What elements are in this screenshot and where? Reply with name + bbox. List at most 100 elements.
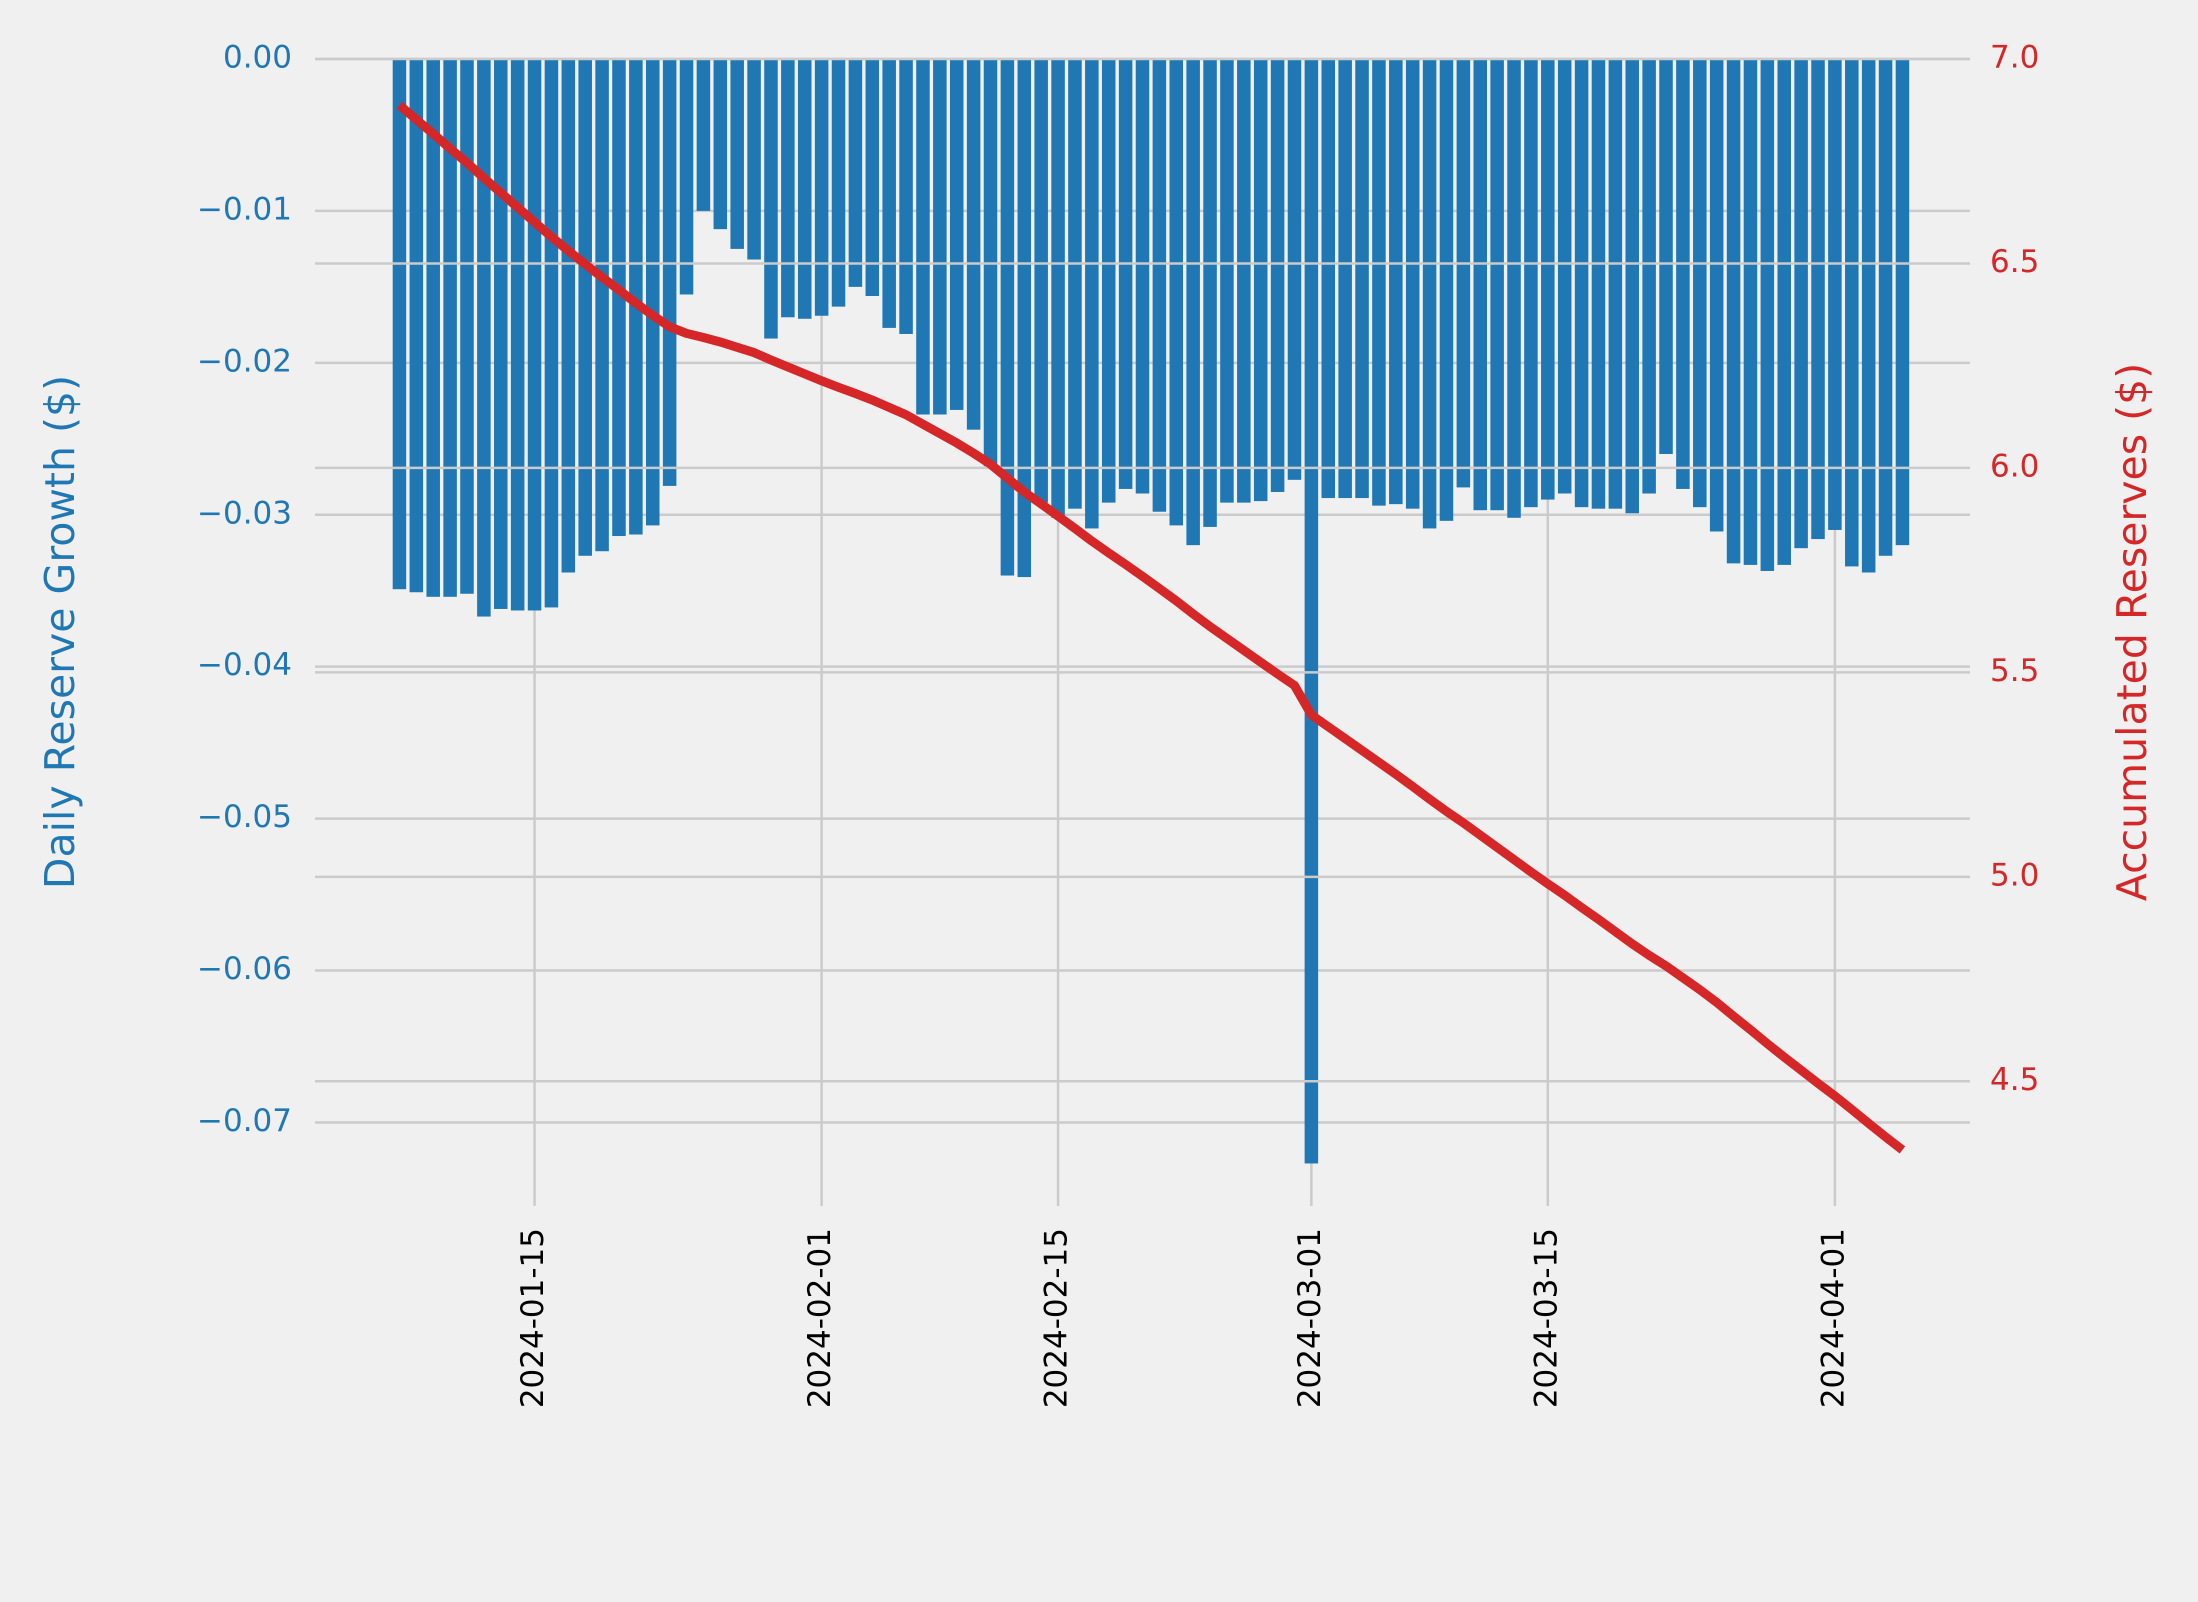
y2-axis-label: Accumulated Reserves ($) xyxy=(2108,363,2156,901)
bar xyxy=(578,59,592,556)
bar xyxy=(1287,59,1302,480)
bar xyxy=(1389,59,1403,505)
bar xyxy=(1895,59,1910,546)
bar xyxy=(1591,59,1606,509)
bar xyxy=(1338,59,1352,499)
bar xyxy=(1608,59,1623,509)
bar xyxy=(1473,59,1488,511)
bar xyxy=(1659,59,1673,454)
bar xyxy=(662,59,677,486)
bar xyxy=(1253,59,1268,502)
x-tick-label: 2024-03-15 xyxy=(1528,1228,1564,1408)
bar xyxy=(1760,59,1775,571)
bar xyxy=(1625,59,1639,514)
y2-tick-label: 5.5 xyxy=(1990,653,2039,689)
bar xyxy=(916,59,930,415)
bar xyxy=(1304,59,1319,1164)
bar xyxy=(1422,59,1437,529)
bar xyxy=(1490,59,1504,511)
bar xyxy=(392,59,407,590)
bar xyxy=(544,59,559,608)
bar xyxy=(409,59,424,593)
y2-tick-label: 7.0 xyxy=(1990,40,2039,76)
bar xyxy=(1405,59,1420,509)
bar xyxy=(1507,59,1521,518)
bar xyxy=(1051,59,1065,518)
bar xyxy=(494,59,508,609)
bar xyxy=(595,59,609,552)
bar xyxy=(1068,59,1082,509)
bar xyxy=(1034,59,1048,503)
y-tick-label: −0.07 xyxy=(197,1103,292,1139)
bar xyxy=(443,59,457,597)
bar xyxy=(477,59,491,617)
x-tick-label: 2024-02-01 xyxy=(802,1228,838,1408)
bar xyxy=(696,59,711,211)
y2-tick-label: 4.5 xyxy=(1990,1062,2039,1098)
x-tick-label: 2024-01-15 xyxy=(515,1228,551,1408)
bar xyxy=(561,59,576,573)
bar xyxy=(848,59,863,287)
bar xyxy=(1726,59,1741,564)
bar xyxy=(1000,59,1015,576)
bar xyxy=(1017,59,1032,578)
bar xyxy=(1794,59,1808,549)
bar xyxy=(1456,59,1471,488)
bar xyxy=(527,59,542,611)
y-axis-label: Daily Reserve Growth ($) xyxy=(36,375,84,889)
bar xyxy=(460,59,474,594)
bar xyxy=(1085,59,1099,529)
bar xyxy=(1777,59,1791,565)
bar xyxy=(865,59,880,296)
bar xyxy=(1220,59,1234,503)
bar xyxy=(629,59,643,535)
bar xyxy=(1372,59,1386,506)
y2-tick-label: 5.0 xyxy=(1990,857,2039,893)
bar xyxy=(1693,59,1707,508)
bar xyxy=(730,59,744,249)
bar xyxy=(426,59,440,597)
bar xyxy=(933,59,947,415)
bar xyxy=(1169,59,1184,526)
bar xyxy=(1541,59,1555,500)
bar xyxy=(679,59,694,295)
bar xyxy=(612,59,626,537)
bar xyxy=(1676,59,1690,489)
bar xyxy=(1321,59,1336,499)
y-tick-label: −0.01 xyxy=(197,191,292,227)
y2-tick-label: 6.0 xyxy=(1990,448,2039,484)
bar xyxy=(1743,59,1758,565)
bar xyxy=(646,59,660,526)
bar xyxy=(899,59,913,334)
y2-tick-label: 6.5 xyxy=(1990,244,2039,280)
x-tick-label: 2024-02-15 xyxy=(1039,1228,1075,1408)
bar xyxy=(1203,59,1217,527)
bar xyxy=(1574,59,1589,508)
bar xyxy=(1845,59,1859,567)
bar xyxy=(1557,59,1572,494)
bar xyxy=(1270,59,1285,492)
bar xyxy=(1828,59,1842,530)
bar xyxy=(1237,59,1251,503)
y-tick-label: −0.06 xyxy=(197,951,292,987)
bar xyxy=(713,59,728,230)
bar xyxy=(1811,59,1825,540)
y-tick-label: −0.04 xyxy=(197,647,292,683)
bar xyxy=(1118,59,1133,489)
y-tick-label: −0.03 xyxy=(197,495,292,531)
bar xyxy=(1135,59,1150,494)
bar xyxy=(1861,59,1876,573)
bar xyxy=(1101,59,1116,503)
bar xyxy=(1642,59,1656,494)
bar xyxy=(1186,59,1200,546)
bar xyxy=(510,59,525,611)
bar xyxy=(781,59,795,318)
bar xyxy=(814,59,829,316)
x-tick-label: 2024-04-01 xyxy=(1815,1228,1851,1408)
bar xyxy=(831,59,846,307)
bar xyxy=(1355,59,1369,499)
bar xyxy=(1878,59,1893,556)
bar xyxy=(1709,59,1724,532)
bar xyxy=(797,59,812,319)
